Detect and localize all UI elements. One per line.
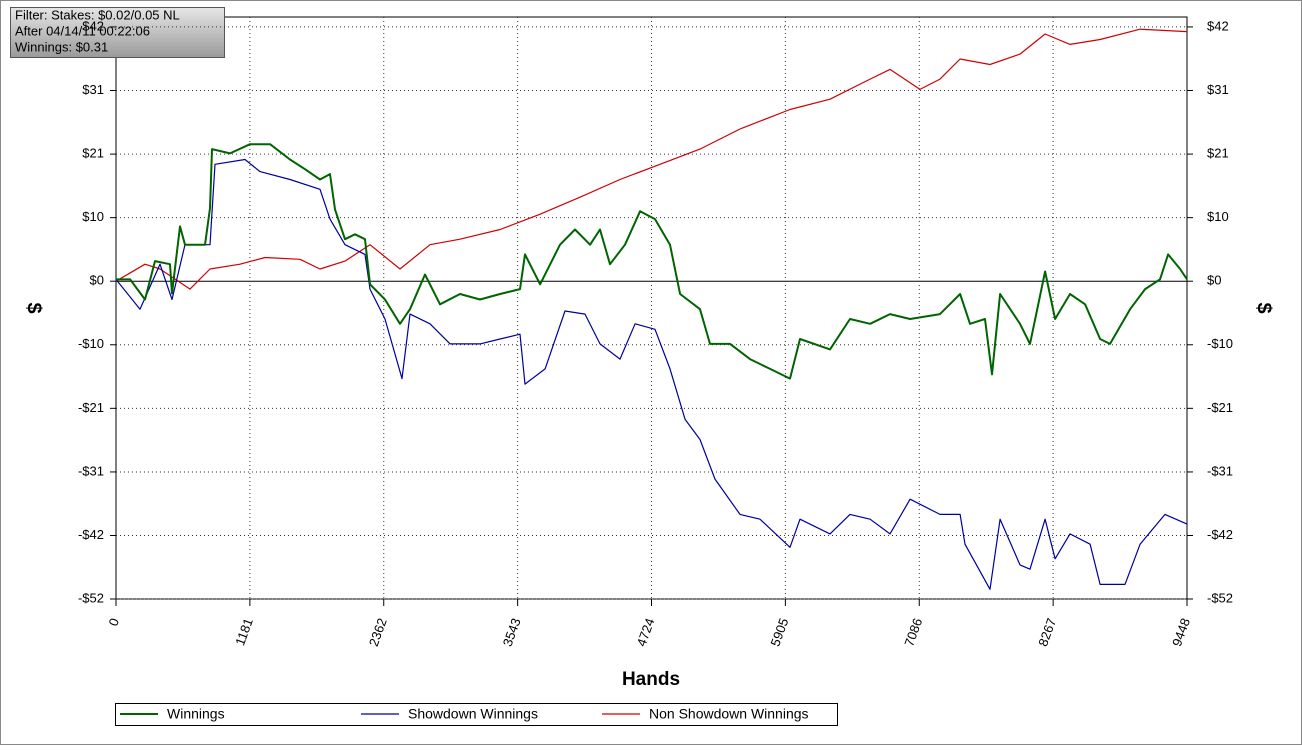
x-tick-label: 0	[105, 616, 122, 628]
x-axis-label: Hands	[622, 669, 680, 690]
y-tick-label: -$31	[78, 463, 104, 478]
y2-tick-label: -$52	[1207, 590, 1233, 605]
y2-tick-label: $10	[1207, 209, 1229, 224]
legend-label: Winnings	[167, 706, 225, 722]
y-tick-label: -$10	[78, 336, 104, 351]
series-line	[115, 28, 1188, 290]
y-tick-label: -$52	[78, 590, 104, 605]
y2-tick-label: $42	[1207, 18, 1229, 33]
info-text: Winnings: $0.31	[15, 39, 108, 54]
y-tick-label: $0	[90, 273, 104, 288]
legend	[115, 703, 838, 726]
y2-tick-label: -$21	[1207, 400, 1233, 415]
series-line	[115, 158, 1188, 590]
y2-tick-label: $21	[1207, 146, 1229, 161]
y-axis-label: $	[23, 302, 45, 313]
y-tick-label: $21	[82, 146, 104, 161]
y2-tick-label: -$42	[1207, 527, 1233, 542]
y-tick-label: -$42	[78, 527, 104, 542]
y-tick-label: $42	[82, 18, 104, 33]
legend-label: Showdown Winnings	[408, 706, 538, 722]
y2-tick-label: -$31	[1207, 463, 1233, 478]
y-tick-label: -$21	[78, 400, 104, 415]
info-text: Filter: Stakes: $0.02/0.05 NL	[15, 7, 180, 22]
y2-axis-label: $	[1253, 302, 1275, 313]
y2-tick-label: $31	[1207, 82, 1229, 97]
legend-label: Non Showdown Winnings	[649, 706, 809, 722]
y2-tick-label: -$10	[1207, 336, 1233, 351]
y2-tick-label: $0	[1207, 273, 1221, 288]
y-tick-label: $10	[82, 209, 104, 224]
series-line	[116, 143, 1188, 380]
info-box	[10, 7, 225, 58]
y-tick-label: $31	[82, 82, 104, 97]
